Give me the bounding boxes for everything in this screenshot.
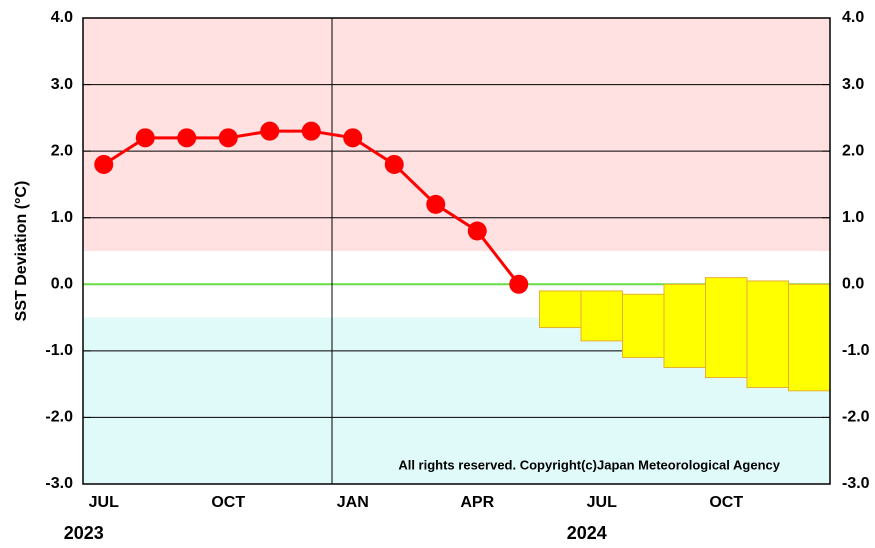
x-tick-label: JAN — [337, 494, 369, 511]
y-tick-label-right: 0.0 — [842, 276, 864, 293]
y-tick-label-right: 3.0 — [842, 76, 864, 93]
y-tick-label: 2.0 — [51, 142, 73, 159]
y-tick-label: 1.0 — [51, 209, 73, 226]
data-point — [135, 128, 155, 148]
x-tick-label: JUL — [587, 494, 617, 511]
y-tick-label-right: -3.0 — [842, 475, 870, 492]
y-tick-label-right: 4.0 — [842, 9, 864, 26]
y-tick-label: 3.0 — [51, 76, 73, 93]
y-axis-label: SST Deviation (°C) — [13, 181, 30, 322]
y-tick-label: 0.0 — [51, 276, 73, 293]
y-tick-label-right: 1.0 — [842, 209, 864, 226]
y-tick-label-right: -1.0 — [842, 342, 870, 359]
forecast-box — [746, 280, 789, 388]
y-tick-label: 4.0 — [51, 9, 73, 26]
forecast-box — [788, 283, 831, 392]
data-point — [177, 128, 197, 148]
forecast-box — [705, 277, 748, 378]
y-tick-label-right: 2.0 — [842, 142, 864, 159]
data-point — [426, 194, 446, 214]
x-tick-label: OCT — [211, 494, 245, 511]
forecast-box — [622, 293, 665, 359]
y-tick-label: -1.0 — [45, 342, 73, 359]
x-tick-label: JUL — [89, 494, 119, 511]
data-point — [94, 154, 114, 174]
plot-frame — [82, 17, 831, 485]
data-point — [467, 221, 487, 241]
y-tick-label: -3.0 — [45, 475, 73, 492]
data-point — [260, 121, 280, 141]
forecast-box — [539, 290, 582, 329]
data-point — [301, 121, 321, 141]
annotation: All rights reserved. Copyright(c)Japan M… — [398, 457, 780, 472]
year-label: 2023 — [64, 523, 104, 543]
x-tick-label: APR — [460, 494, 494, 511]
forecast-box — [580, 290, 623, 342]
data-point — [218, 128, 238, 148]
y-tick-label-right: -2.0 — [842, 409, 870, 426]
shade-band — [83, 18, 830, 251]
data-point — [343, 128, 363, 148]
data-point — [509, 274, 529, 294]
y-tick-label: -2.0 — [45, 409, 73, 426]
data-point — [384, 154, 404, 174]
year-label: 2024 — [567, 523, 607, 543]
x-tick-label: OCT — [709, 494, 743, 511]
forecast-box — [663, 283, 706, 368]
